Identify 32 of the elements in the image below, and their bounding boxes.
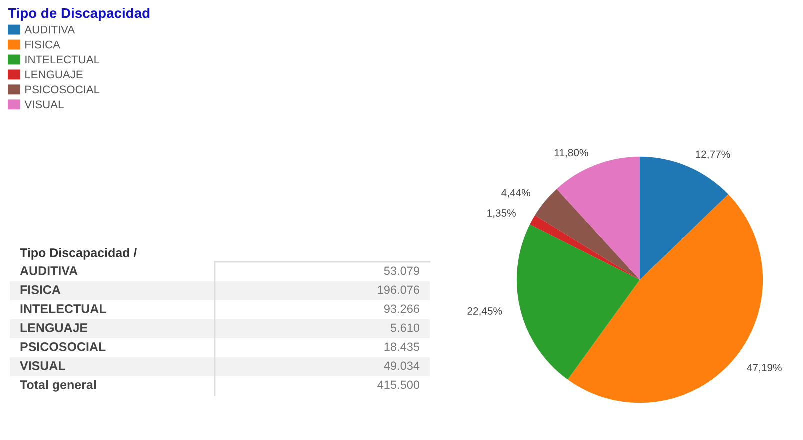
pie-slice bbox=[556, 156, 640, 280]
pie-slice bbox=[535, 189, 640, 280]
category-label: LENGUAJE bbox=[20, 324, 88, 332]
data-label: 196.076 bbox=[378, 286, 420, 294]
data-label: 12,77% bbox=[696, 150, 730, 160]
category-label: PSICOSOCIAL bbox=[20, 342, 106, 352]
legend-title: Tipo de Discapacidad bbox=[8, 8, 150, 21]
legend-label: LENGUAJE bbox=[26, 70, 83, 79]
data-label: 11,80% bbox=[554, 149, 588, 158]
data-label: 415.500 bbox=[378, 380, 420, 390]
pie-slice bbox=[530, 216, 640, 280]
data-label: 5.610 bbox=[390, 324, 420, 332]
legend-label: FISICA bbox=[26, 40, 60, 49]
data-label: 1,35% bbox=[488, 210, 516, 218]
data-label: 4,44% bbox=[502, 189, 530, 198]
data-label: 18.435 bbox=[384, 342, 420, 352]
data-label: 47,19% bbox=[747, 364, 782, 373]
legend-label: PSICOSOCIAL bbox=[26, 86, 100, 94]
legend-label: AUDITIVA bbox=[24, 26, 76, 34]
legend-label: INTELECTUAL bbox=[26, 56, 100, 64]
data-label: 53.079 bbox=[384, 266, 420, 276]
category-label: AUDITIVA bbox=[20, 266, 78, 276]
data-label: 22,45% bbox=[468, 308, 502, 316]
category-label: Total general bbox=[20, 380, 96, 392]
pie-slice bbox=[516, 224, 640, 380]
data-label: 93.266 bbox=[384, 304, 420, 314]
category-label: INTELECTUAL bbox=[20, 304, 106, 314]
legend-label: VISUAL bbox=[24, 100, 64, 109]
text: Tipo Discapacidad / bbox=[20, 248, 138, 260]
data-label: 49.034 bbox=[384, 362, 420, 370]
category-label: VISUAL bbox=[20, 362, 66, 370]
category-label: FISICA bbox=[20, 286, 61, 294]
